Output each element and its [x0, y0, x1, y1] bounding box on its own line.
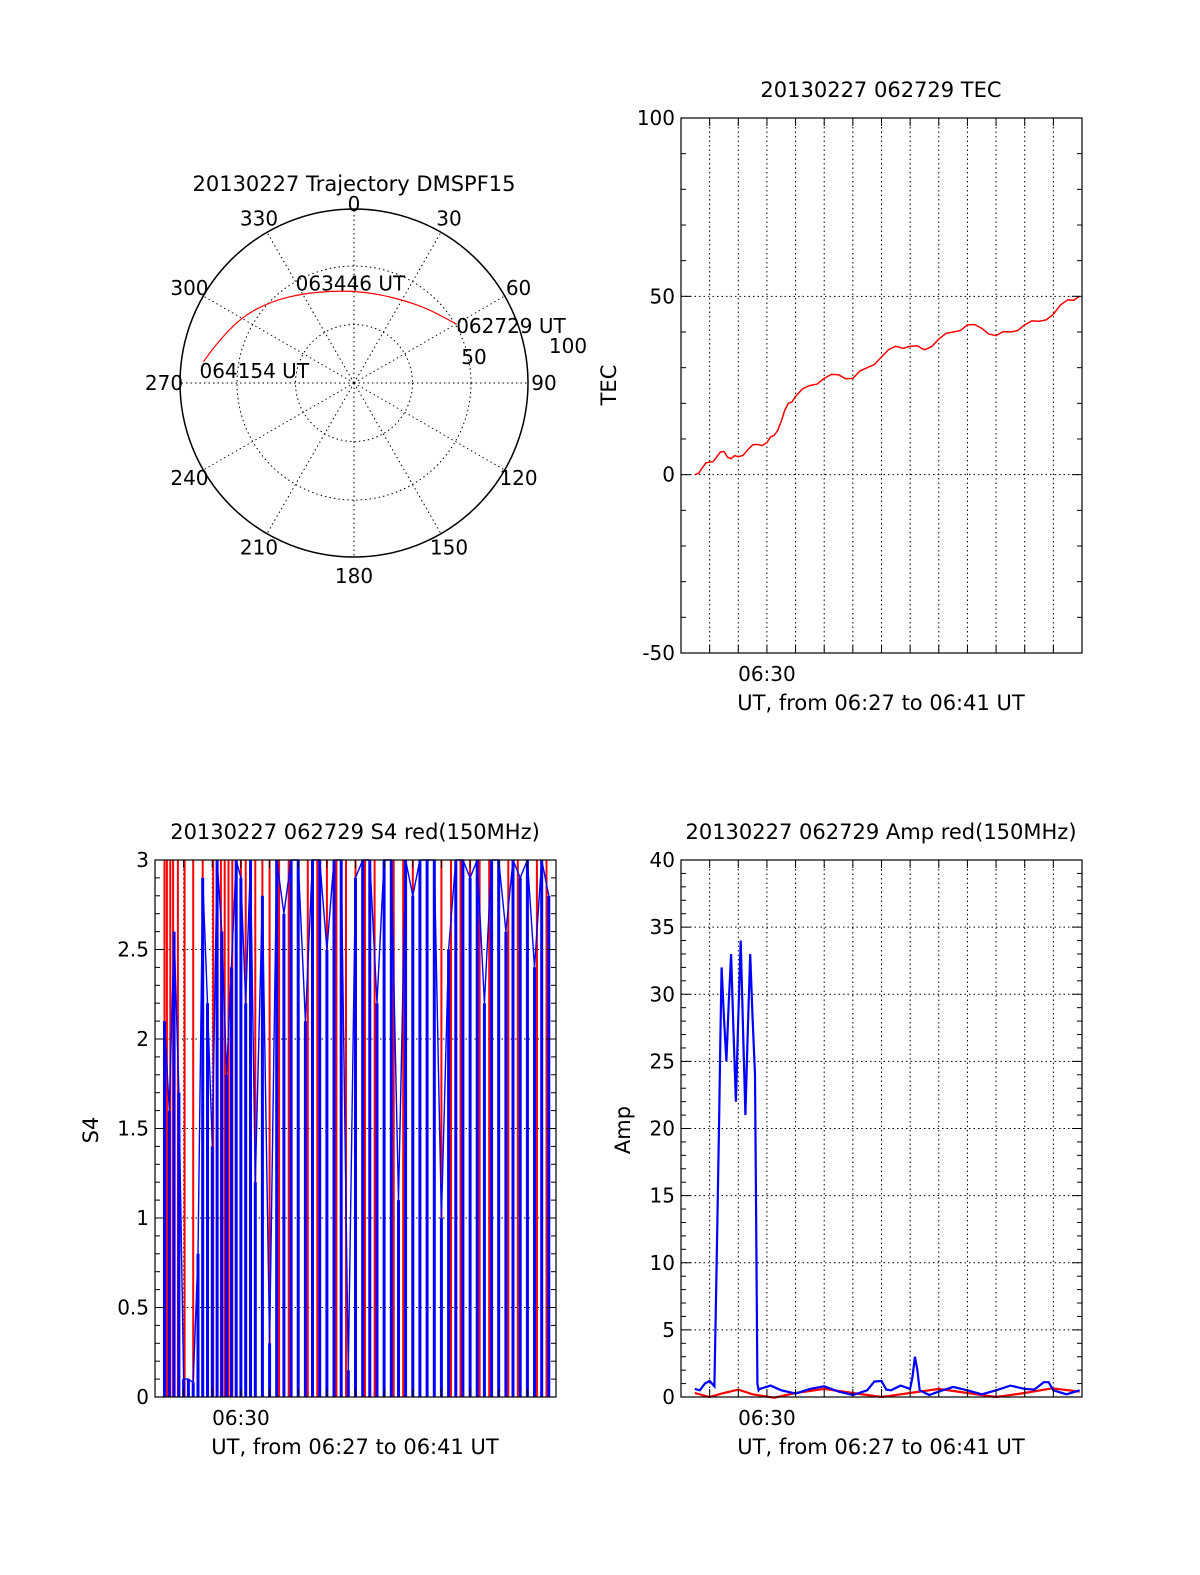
- y-tick-label: 0.5: [117, 1296, 149, 1320]
- radial-label: 50: [461, 345, 486, 369]
- azimuth-label: 300: [170, 276, 208, 300]
- polar-spoke: [353, 295, 505, 384]
- polar-labels: 0 30 60 90 120 150 180 210 240 270 300 330 50 100: [145, 192, 587, 588]
- y-tick-label: 0: [136, 1385, 149, 1409]
- y-tick-label: 30: [650, 982, 675, 1006]
- x-tick-label: 06:30: [738, 662, 796, 686]
- azimuth-label: 120: [499, 466, 537, 490]
- y-tick-label: 3: [136, 848, 149, 872]
- azimuth-label: 270: [145, 371, 183, 395]
- amp-ticks: 0 5 10 15 20 25 30 35 40 06:30: [650, 848, 1082, 1430]
- polar-spoke: [353, 382, 442, 534]
- y-tick-label: 100: [637, 106, 675, 130]
- x-tick-label: 06:30: [212, 1406, 270, 1430]
- y-tick-label: 35: [650, 915, 675, 939]
- amp-grid: [681, 860, 1082, 1397]
- azimuth-label: 90: [531, 371, 556, 395]
- polar-spoke: [203, 382, 355, 471]
- polar-ring: [295, 324, 413, 442]
- tec-ylabel: TEC: [597, 365, 621, 407]
- azimuth-label: 180: [335, 564, 373, 588]
- azimuth-label: 150: [430, 536, 468, 560]
- amp-title: 20130227 062729 Amp red(150MHz): [685, 820, 1076, 844]
- s4-xlabel: UT, from 06:27 to 06:41 UT: [211, 1435, 499, 1459]
- y-tick-label: 1: [136, 1206, 149, 1230]
- y-tick-label: 0: [662, 1385, 675, 1409]
- trajectory-annotations: 062729 UT 063446 UT 064154 UT: [199, 271, 566, 382]
- azimuth-label: 60: [506, 276, 531, 300]
- y-tick-label: 1.5: [117, 1117, 149, 1141]
- y-tick-label: 2: [136, 1027, 149, 1051]
- polar-ring: [236, 265, 472, 501]
- y-tick-label: 5: [662, 1318, 675, 1342]
- amp-series: [694, 940, 1080, 1399]
- azimuth-label: 210: [240, 536, 278, 560]
- s4-chart: 20130227 062729 S4 red(150MHz) 0 0.5 1 1.5 2…: [79, 820, 557, 1459]
- trajectory-title: 20130227 Trajectory DMSPF15: [192, 172, 515, 196]
- y-tick-label: 15: [650, 1184, 675, 1208]
- tec-title: 20130227 062729 TEC: [760, 78, 1001, 102]
- s4-ylabel: S4: [79, 1117, 103, 1144]
- polar-outer-circle: [179, 208, 529, 558]
- series-1-line: [694, 940, 1080, 1397]
- polar-spoke: [203, 295, 355, 384]
- trajectory-annotation: 062729 UT: [456, 314, 566, 338]
- y-tick-label: 50: [650, 284, 675, 308]
- polar-spoke: [266, 382, 355, 534]
- tec-chart: 20130227 062729 TEC -50 0 50 100 06:30 UT, f…: [597, 78, 1083, 715]
- y-tick-label: 20: [650, 1117, 675, 1141]
- trajectory-annotation: 063446 UT: [296, 271, 406, 295]
- y-tick-label: 40: [650, 848, 675, 872]
- series-0-line: [694, 295, 1081, 476]
- amp-chart: 20130227 062729 Amp red(150MHz) 0 5 10 15 20…: [611, 820, 1083, 1459]
- tec-series: [694, 295, 1081, 476]
- radial-label: 100: [549, 334, 587, 358]
- trajectory-line: [203, 290, 457, 363]
- trajectory-chart: 20130227 Trajectory DMSPF15 0 30 60 90 120 15…: [145, 172, 587, 588]
- azimuth-label: 330: [240, 206, 278, 230]
- azimuth-label: 30: [436, 206, 461, 230]
- y-tick-label: -50: [642, 641, 675, 665]
- y-tick-label: 2.5: [117, 938, 149, 962]
- amp-xlabel: UT, from 06:27 to 06:41 UT: [737, 1435, 1025, 1459]
- s4-series: [163, 859, 551, 1397]
- x-tick-label: 06:30: [738, 1406, 796, 1430]
- polar-spoke: [353, 232, 442, 384]
- polar-grid: [180, 209, 528, 557]
- polar-spoke: [353, 382, 505, 471]
- polar-spoke: [266, 232, 355, 384]
- azimuth-label: 240: [170, 466, 208, 490]
- azimuth-label: 0: [348, 192, 361, 216]
- tec-grid: [681, 118, 1082, 653]
- tec-ticks: -50 0 50 100 06:30: [637, 106, 1082, 686]
- tec-xlabel: UT, from 06:27 to 06:41 UT: [737, 691, 1025, 715]
- y-tick-label: 25: [650, 1049, 675, 1073]
- y-tick-label: 10: [650, 1251, 675, 1275]
- y-tick-label: 0: [662, 463, 675, 487]
- trajectory-annotation: 064154 UT: [199, 359, 309, 383]
- s4-title: 20130227 062729 S4 red(150MHz): [170, 820, 540, 844]
- series-1-spikes: [163, 860, 551, 1397]
- s4-ticks: 0 0.5 1 1.5 2 2.5 3 06:30: [117, 848, 556, 1430]
- amp-ylabel: Amp: [611, 1106, 635, 1154]
